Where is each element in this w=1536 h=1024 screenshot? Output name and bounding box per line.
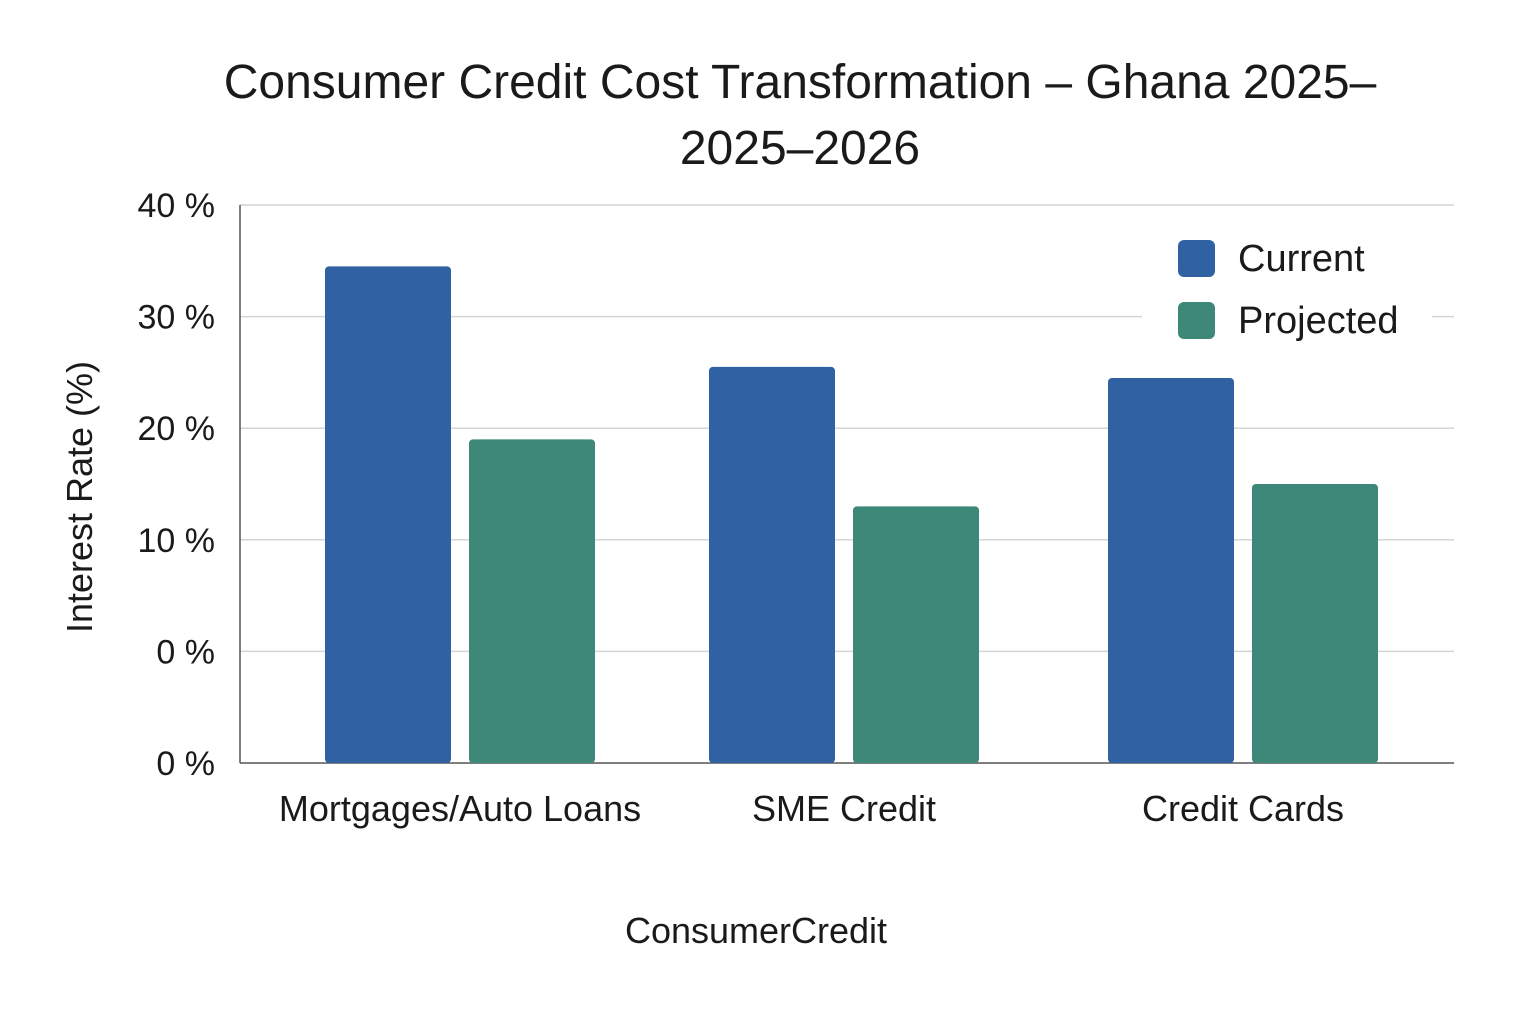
y-tick-label: 10 % [138, 522, 216, 560]
y-tick-label: 40 % [138, 187, 216, 225]
category-label: Credit Cards [1142, 788, 1344, 829]
category-label: SME Credit [752, 788, 936, 829]
bar [1252, 484, 1378, 763]
chart-title: Consumer Credit Cost Transformation – Gh… [0, 50, 1536, 182]
bar [853, 506, 979, 763]
bars [325, 266, 1378, 763]
legend-label: Projected [1238, 300, 1399, 342]
y-tick-label: 0 % [156, 745, 215, 783]
legend-label: Current [1238, 238, 1365, 280]
y-tick-labels: 0 % 0 % 10 % 20 % 30 % 40 % [138, 187, 216, 783]
y-axis-title: Interest Rate (%) [59, 361, 100, 633]
y-tick-label: 20 % [138, 410, 216, 448]
legend-swatch [1178, 240, 1215, 277]
chart-title-line2: 2025–2026 [679, 122, 921, 175]
category-label: Mortgages/Auto Loans [279, 788, 641, 829]
bar [469, 439, 595, 763]
bar [325, 266, 451, 763]
legend: Current Projected [1142, 225, 1432, 355]
chart-title-line1: Consumer Credit Cost Transformation – Gh… [223, 56, 1377, 109]
x-axis-title: ConsumerCredit [625, 910, 887, 951]
bar [709, 366, 835, 763]
category-labels: Mortgages/Auto Loans SME Credit Credit Car… [279, 788, 1344, 829]
bar [1108, 377, 1234, 763]
y-tick-label: 30 % [138, 299, 216, 337]
y-tick-label: 0 % [156, 633, 215, 671]
legend-swatch [1178, 302, 1215, 339]
